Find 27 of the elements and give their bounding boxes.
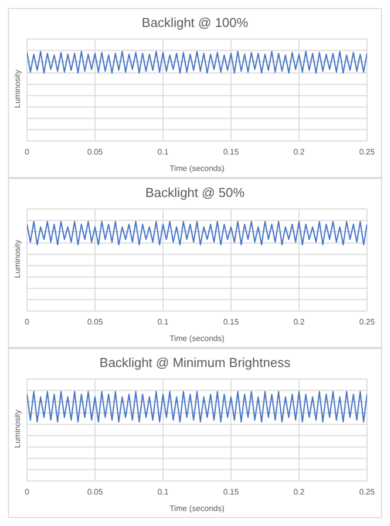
x-tick-label: 0.15: [223, 488, 240, 497]
x-axis-title: Time (seconds): [170, 334, 225, 343]
x-tick-label: 0: [24, 488, 30, 497]
x-tick-label: 0.15: [223, 318, 240, 327]
y-axis-title: Luminosity: [12, 240, 22, 278]
y-axis-title: Luminosity: [12, 410, 22, 448]
x-axis-title: Time (seconds): [170, 504, 225, 513]
x-tick-label: 0.05: [87, 318, 104, 327]
x-tick-label: 0.1: [157, 488, 170, 497]
chart-title: Backlight @ Minimum Brightness: [98, 354, 292, 372]
x-tick-label: 0.05: [87, 148, 104, 157]
x-tick-label: 0.2: [293, 148, 306, 157]
x-tick-label: 0.05: [87, 488, 104, 497]
x-tick-label: 0: [24, 318, 30, 327]
x-tick-label: 0.25: [359, 148, 376, 157]
x-tick-label: 0.2: [293, 318, 306, 327]
x-tick-label: 0.25: [359, 318, 376, 327]
chart-title: Backlight @ 50%: [144, 184, 246, 202]
y-axis-title: Luminosity: [12, 70, 22, 108]
x-tick-label: 0.1: [157, 318, 170, 327]
x-tick-label: 0.1: [157, 148, 170, 157]
x-tick-label: 0.2: [293, 488, 306, 497]
x-tick-label: 0: [24, 148, 30, 157]
x-axis-title: Time (seconds): [170, 164, 225, 173]
x-tick-label: 0.15: [223, 148, 240, 157]
x-tick-label: 0.25: [359, 488, 376, 497]
chart-title: Backlight @ 100%: [140, 14, 250, 32]
